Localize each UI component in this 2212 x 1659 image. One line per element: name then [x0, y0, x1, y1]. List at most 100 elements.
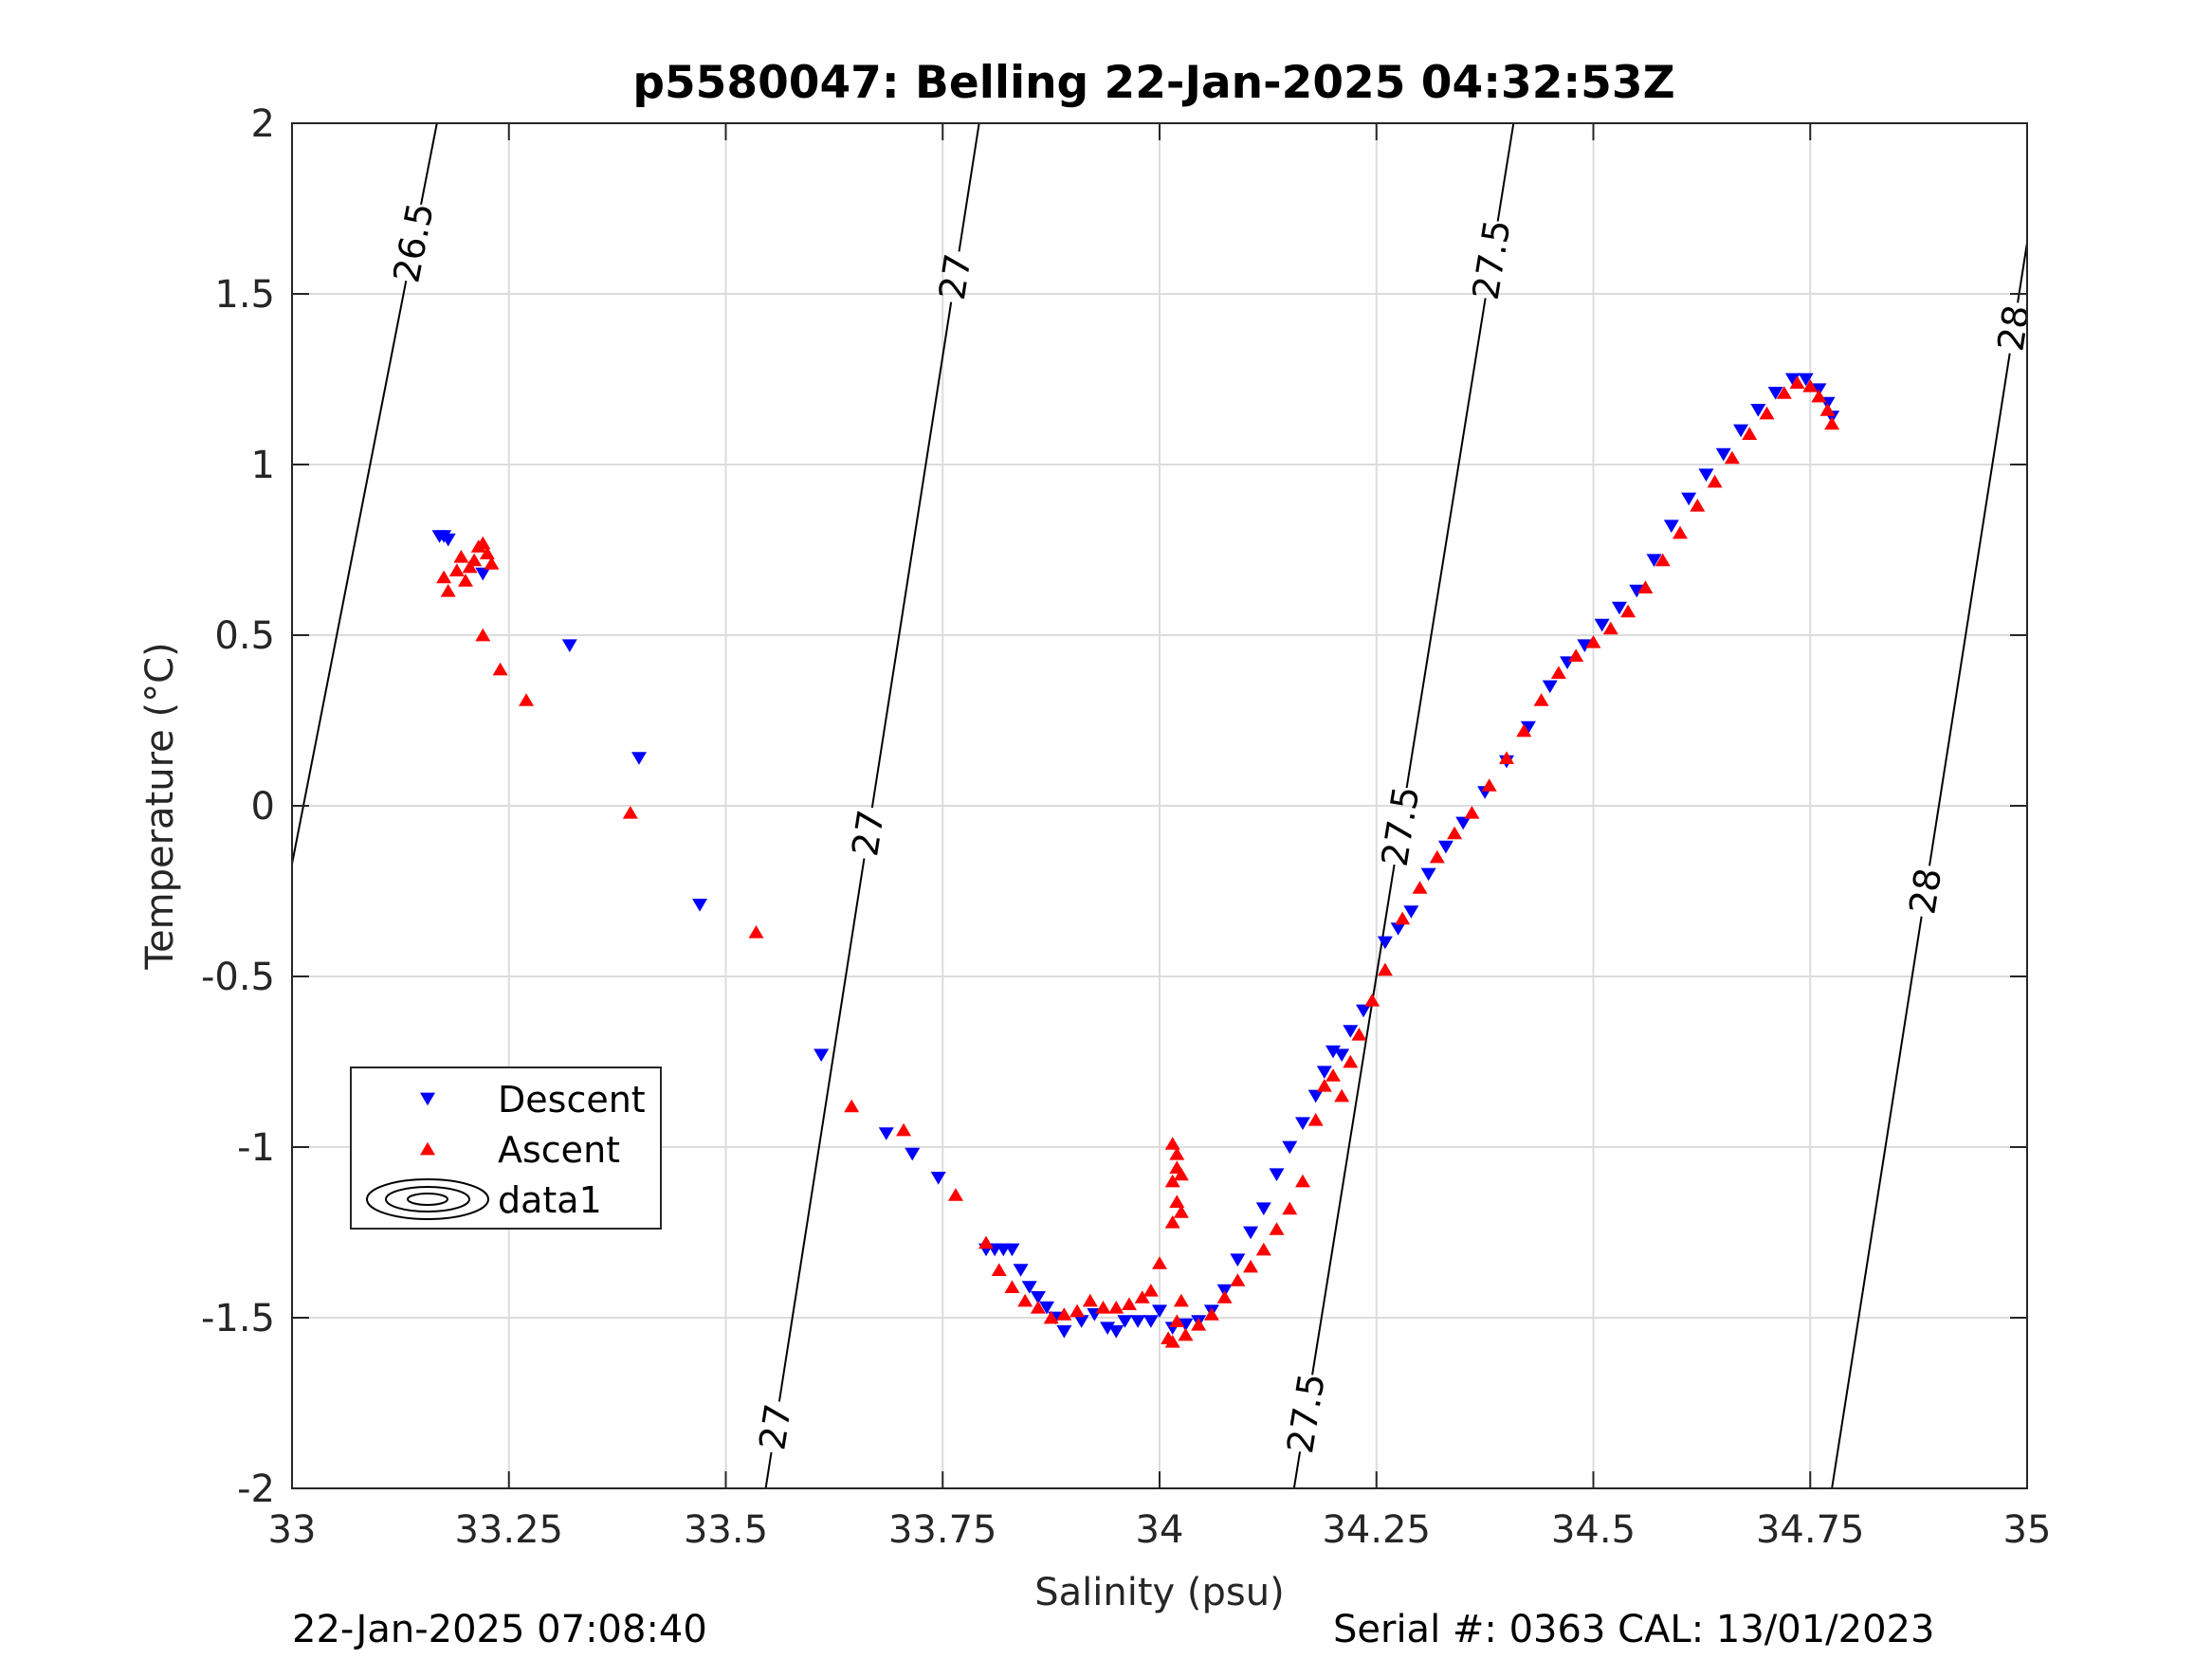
ascent-point — [475, 628, 491, 642]
y-axis-label: Temperature (°C) — [138, 642, 182, 970]
ascent-point — [1164, 1335, 1180, 1348]
descent-point — [1039, 1301, 1055, 1315]
ascent-point — [1429, 849, 1445, 864]
x-tick-label: 34.25 — [1322, 1508, 1431, 1552]
isopycnal-line — [870, 301, 953, 809]
descent-point — [1784, 373, 1801, 387]
ascent-point — [1464, 806, 1480, 819]
ascent-point — [622, 806, 638, 819]
descent-point — [1733, 424, 1749, 438]
ascent-point — [1069, 1304, 1086, 1318]
descent-point — [1130, 1315, 1146, 1328]
ascent-point — [1481, 778, 1497, 792]
ascent-point — [1095, 1301, 1111, 1314]
descent-point — [1334, 1048, 1350, 1062]
descent-point — [1715, 447, 1731, 462]
descent-point — [1629, 584, 1645, 598]
descent-point — [1403, 905, 1419, 919]
ascent-point — [1178, 1327, 1194, 1341]
descent-point — [1073, 1315, 1089, 1328]
x-axis-label: Salinity (psu) — [1034, 1571, 1284, 1614]
chart-title: p5580047: Belling 22-Jan-2025 04:32:53Z — [632, 57, 1674, 109]
y-tick-label: -1.5 — [201, 1297, 275, 1340]
isopycnal-line — [1831, 916, 1923, 1488]
descent-point — [878, 1127, 894, 1140]
isopycnal-line — [1929, 353, 2011, 866]
ascent-point — [1108, 1301, 1124, 1314]
descent-point — [814, 1048, 830, 1062]
descent-point — [1750, 404, 1766, 417]
ascent-point — [1191, 1318, 1207, 1331]
x-tick-label: 33.75 — [888, 1508, 997, 1552]
ascent-point — [1377, 962, 1393, 976]
ascent-point — [475, 536, 491, 550]
isopycnal-line — [777, 858, 866, 1402]
x-tick-label: 33 — [268, 1508, 317, 1552]
isopycnal-label: 28 — [1901, 866, 1949, 918]
ascent-point — [1759, 406, 1775, 420]
descent-point — [1377, 936, 1393, 950]
ascent-point — [896, 1122, 912, 1137]
descent-point — [1004, 1243, 1020, 1257]
ascent-point — [1364, 994, 1380, 1007]
descent-point — [1178, 1318, 1194, 1332]
descent-point — [1437, 840, 1453, 854]
y-tick-label: 2 — [251, 102, 275, 146]
ascent-point — [1169, 1194, 1185, 1208]
descent-point — [561, 639, 577, 652]
descent-point — [1021, 1281, 1037, 1294]
x-tick-label: 35 — [2003, 1508, 2052, 1552]
ascent-point — [1568, 648, 1584, 662]
descent-point — [1013, 1264, 1029, 1277]
descent-point — [1767, 387, 1783, 400]
descent-point — [1542, 680, 1558, 694]
ascent-point — [1776, 386, 1792, 399]
x-tick-label: 33.25 — [454, 1508, 563, 1552]
descent-point — [1343, 1025, 1359, 1038]
ascent-point — [1325, 1068, 1341, 1082]
ascent-point — [1143, 1284, 1159, 1297]
legend-label: data1 — [498, 1179, 602, 1221]
descent-point — [1594, 618, 1610, 632]
ascent-point — [1164, 1137, 1180, 1150]
descent-point — [475, 567, 491, 581]
ascent-point — [1585, 635, 1601, 648]
descent-point — [1030, 1291, 1046, 1304]
x-tick-label: 34 — [1136, 1508, 1184, 1552]
ascent-point — [1742, 427, 1758, 440]
ascent-point — [1637, 580, 1654, 593]
ascent-point — [844, 1099, 860, 1113]
descent-point — [1056, 1325, 1072, 1339]
isopycnal-line — [764, 1451, 773, 1488]
ascent-point — [1819, 403, 1836, 416]
descent-point — [1282, 1140, 1298, 1155]
ascent-point — [748, 925, 764, 939]
isopycnal-line — [1292, 1451, 1302, 1488]
y-tick-label: 0.5 — [214, 614, 275, 658]
ascent-point — [1255, 1242, 1271, 1256]
ascent-point — [1343, 1054, 1359, 1068]
descent-point — [1325, 1045, 1341, 1059]
ascent-point — [1294, 1174, 1310, 1188]
ascent-point — [453, 550, 469, 563]
ascent-point — [1152, 1256, 1167, 1269]
ascent-point — [492, 662, 508, 676]
footer-serial: Serial #: 0363 CAL: 13/01/2023 — [1333, 1608, 1935, 1651]
ascent-point — [1173, 1167, 1189, 1181]
ascent-point — [1173, 1205, 1189, 1218]
descent-point — [1108, 1325, 1124, 1339]
ascent-point — [1004, 1280, 1020, 1293]
legend-contour-icon — [385, 1186, 470, 1212]
ascent-point — [1269, 1222, 1285, 1235]
ascent-point — [1802, 379, 1819, 392]
isopycnal-label: 27 — [844, 808, 892, 860]
ascent-point — [448, 563, 465, 576]
ascent-point — [1412, 881, 1428, 894]
isopycnal-line — [420, 123, 438, 205]
ascent-point — [978, 1235, 994, 1249]
isopycnal-line — [958, 123, 980, 252]
ascent-point — [1516, 723, 1532, 738]
ascent-point — [1121, 1297, 1137, 1310]
descent-point — [631, 752, 647, 765]
ascent-point — [1690, 499, 1706, 512]
